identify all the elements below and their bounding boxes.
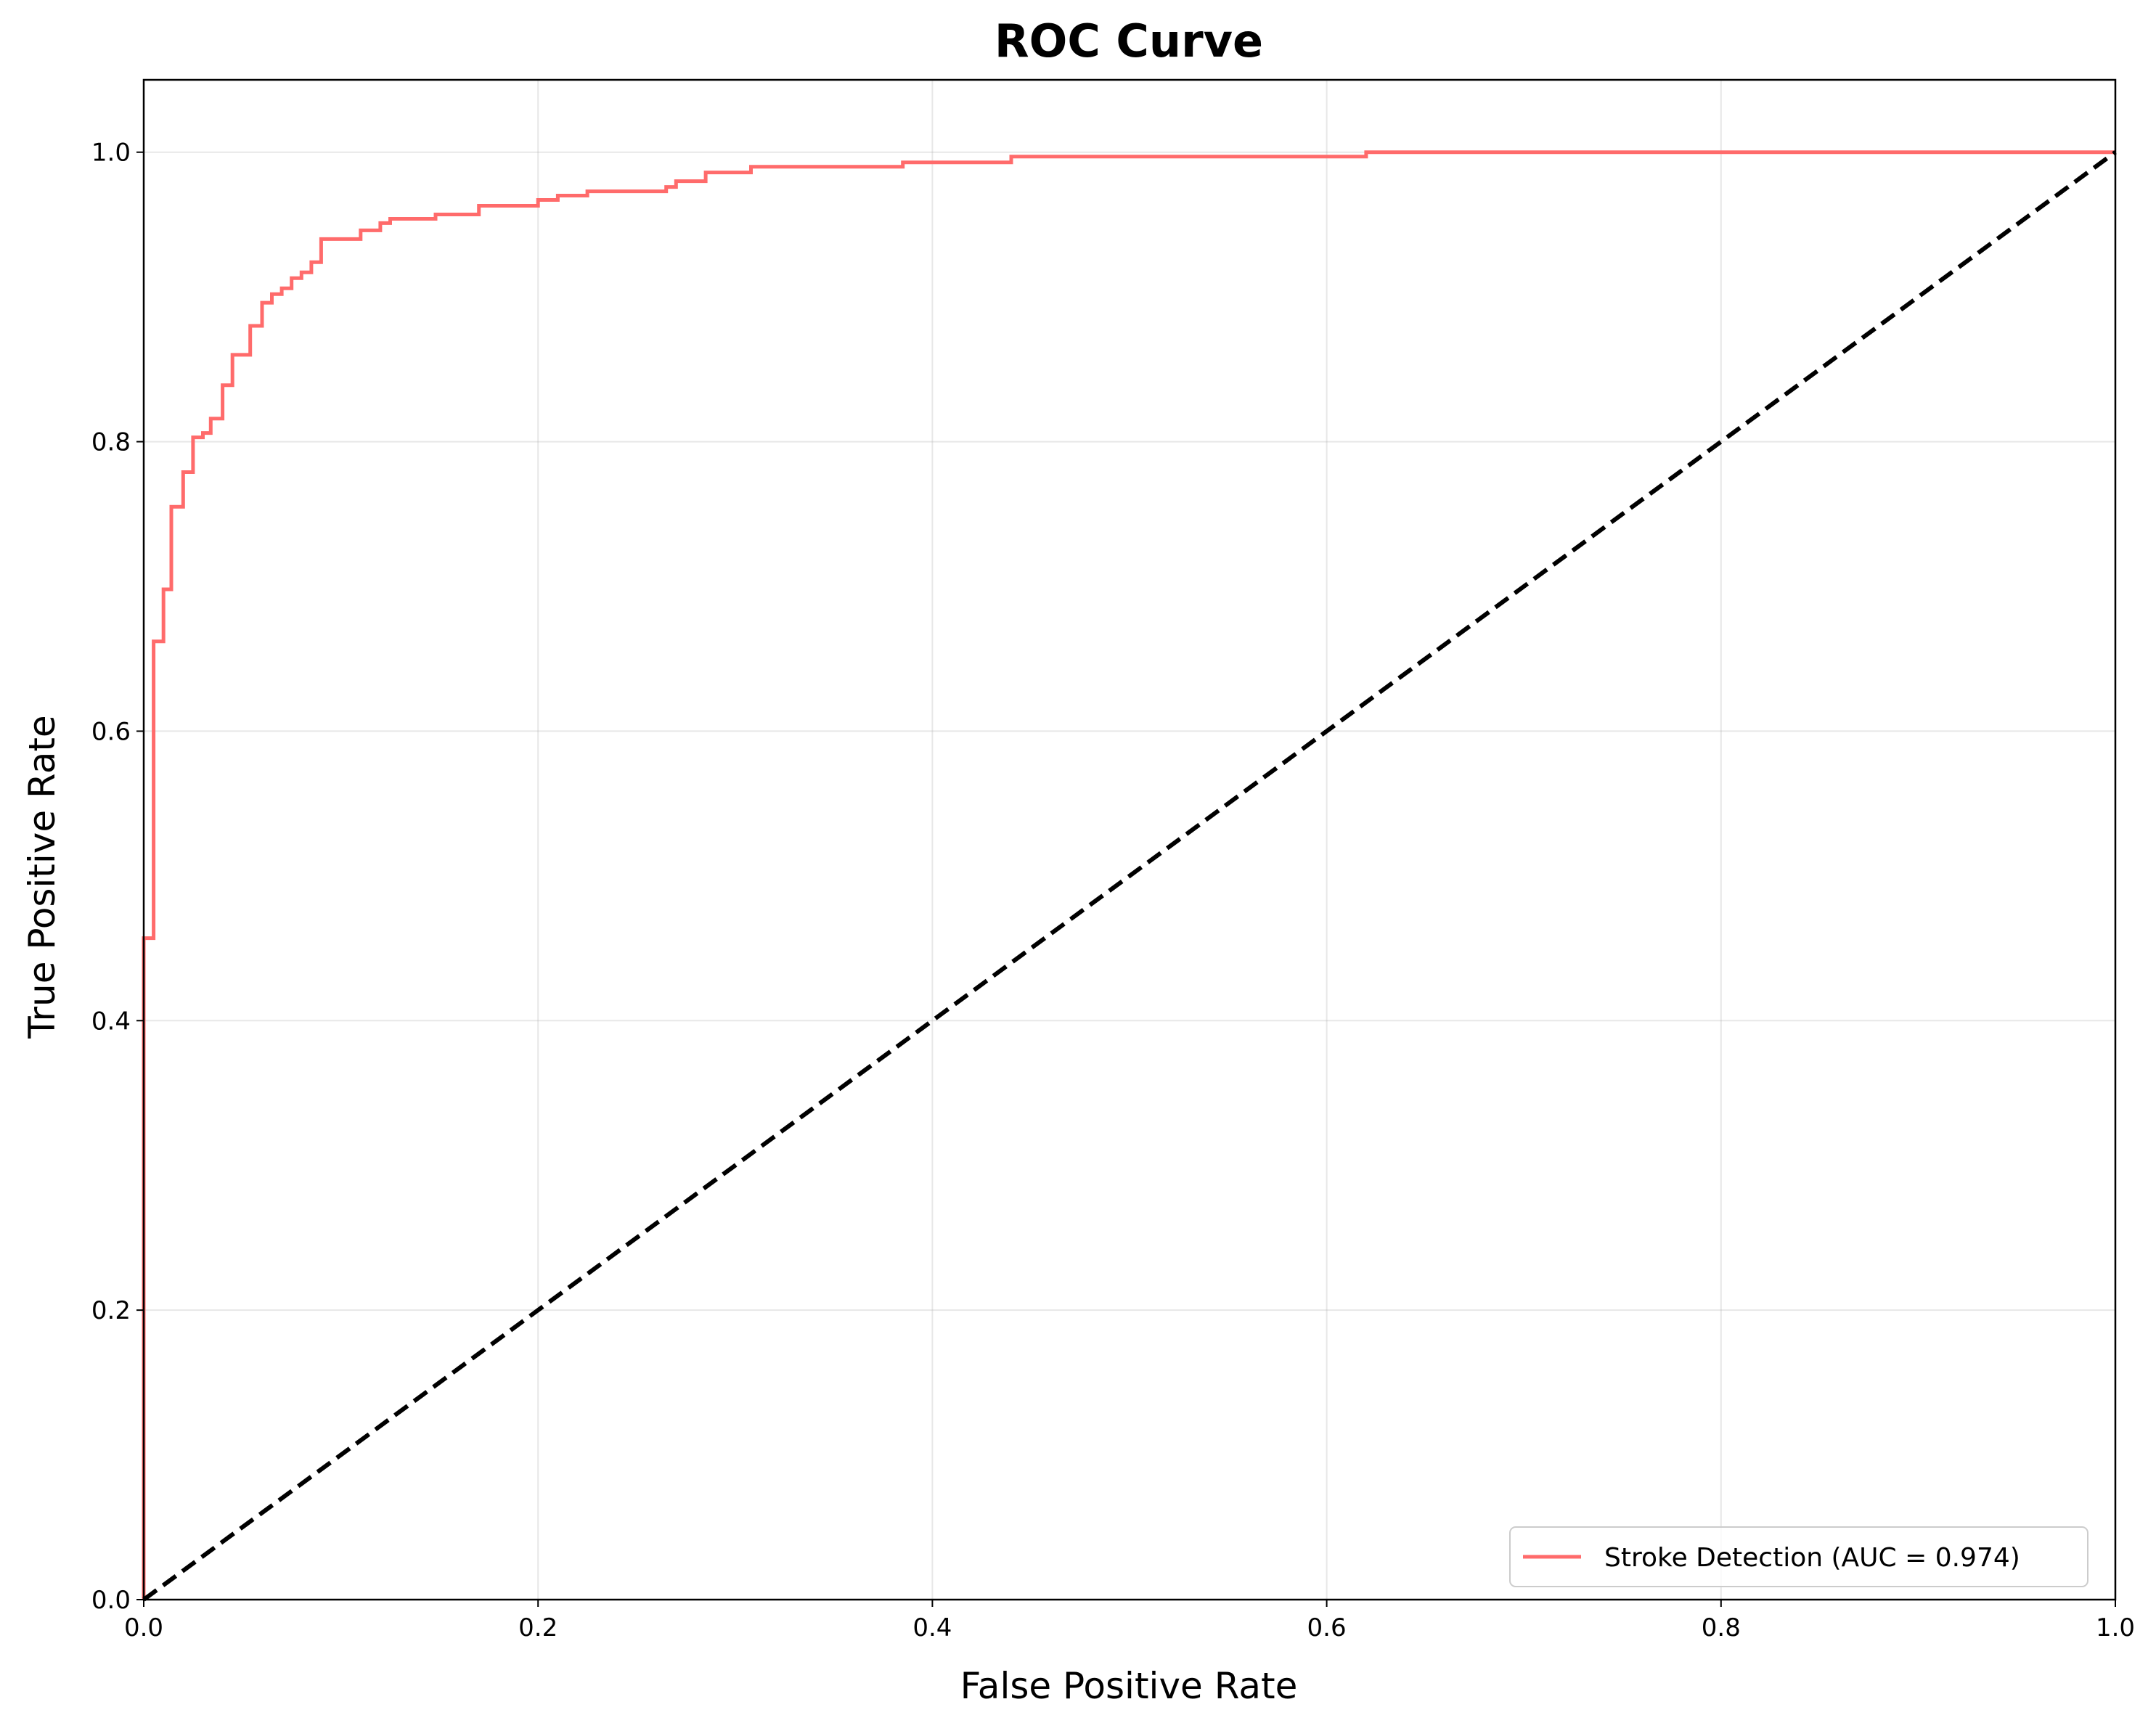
ticks: 0.0 0.2 0.4 0.6 0.8 1.0 0.0 0.2 0.4 0.6 0.8 1.0 (91, 139, 2135, 1642)
y-tick-label: 0.4 (91, 1007, 131, 1036)
y-tick-label: 0.6 (91, 717, 131, 746)
y-tick-label: 0.0 (91, 1586, 131, 1615)
series-layer (142, 150, 2117, 1602)
y-tick-label: 0.2 (91, 1296, 131, 1325)
x-tick-label: 0.6 (1307, 1613, 1347, 1642)
x-tick-label: 0.0 (124, 1613, 163, 1642)
chance-diagonal-line (142, 150, 2117, 1602)
legend: Stroke Detection (AUC = 0.974) (1509, 1526, 2088, 1587)
x-tick-label: 0.8 (1702, 1613, 1741, 1642)
y-axis-label: True Positive Rate (21, 715, 63, 1039)
y-tick-label: 0.8 (91, 428, 131, 457)
legend-label: Stroke Detection (AUC = 0.974) (1604, 1543, 2020, 1573)
x-axis-label: False Positive Rate (960, 1665, 1298, 1707)
plot-frame (142, 78, 2117, 1601)
legend-frame (1509, 1526, 2088, 1587)
x-tick-label: 0.2 (518, 1613, 558, 1642)
x-tick-label: 0.4 (912, 1613, 952, 1642)
y-tick-label: 1.0 (91, 139, 131, 168)
roc-curve-line (142, 150, 2115, 1600)
x-tick-label: 1.0 (2096, 1613, 2135, 1642)
chart-title: ROC Curve (995, 15, 1263, 67)
